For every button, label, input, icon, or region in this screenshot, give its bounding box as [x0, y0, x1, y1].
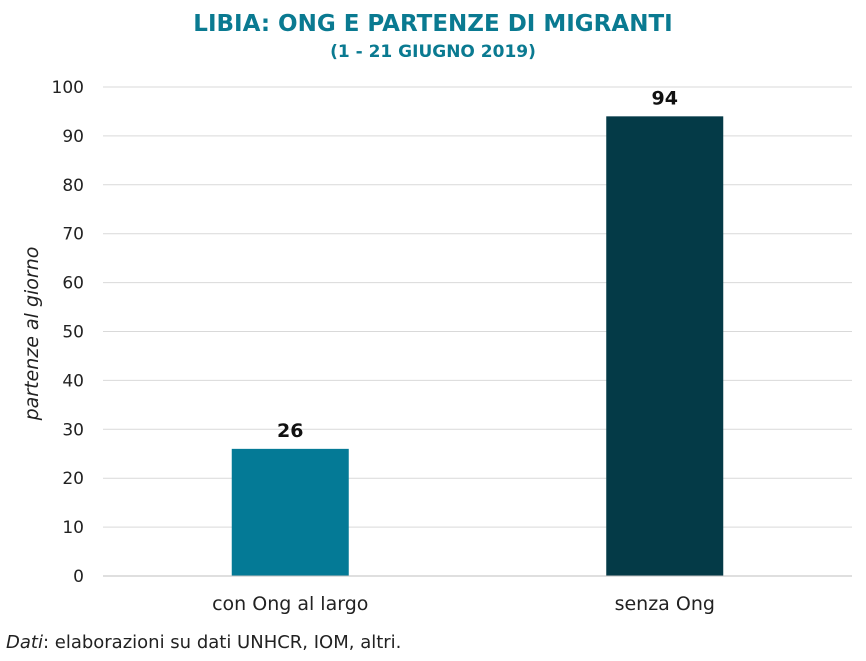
y-tick-label: 10 — [62, 518, 84, 538]
data-label: 94 — [652, 87, 678, 109]
y-tick-label: 40 — [62, 371, 84, 391]
y-tick-label: 0 — [73, 567, 84, 587]
gridlines — [103, 86, 852, 528]
chart-subtitle: (1 - 21 GIUGNO 2019) — [330, 42, 536, 62]
y-axis-ticks: 0 10 20 30 40 50 60 70 80 90 100 — [52, 78, 84, 587]
source-note: Dati: elaborazioni su dati UNHCR, IOM, a… — [6, 632, 401, 653]
y-tick-label: 20 — [62, 469, 84, 489]
y-tick-label: 30 — [62, 420, 84, 440]
bar — [606, 116, 724, 576]
x-tick-label: con Ong al largo — [212, 593, 368, 615]
y-tick-label: 80 — [62, 176, 84, 196]
bars: 26 94 — [231, 87, 724, 576]
y-axis-title: partenze al giorno — [21, 247, 43, 422]
y-tick-label: 70 — [62, 225, 84, 245]
bar — [231, 448, 349, 576]
data-label: 26 — [277, 420, 303, 442]
chart-title: LIBIA: ONG E PARTENZE DI MIGRANTI — [193, 11, 672, 37]
source-lead: Dati — [6, 632, 43, 653]
y-tick-label: 90 — [62, 127, 84, 147]
y-tick-label: 100 — [52, 78, 84, 98]
y-tick-label: 60 — [62, 274, 84, 294]
y-tick-label: 50 — [62, 323, 84, 343]
x-axis-categories: con Ong al largo senza Ong — [212, 593, 715, 615]
source-text: : elaborazioni su dati UNHCR, IOM, altri… — [42, 632, 402, 653]
x-tick-label: senza Ong — [615, 593, 715, 615]
